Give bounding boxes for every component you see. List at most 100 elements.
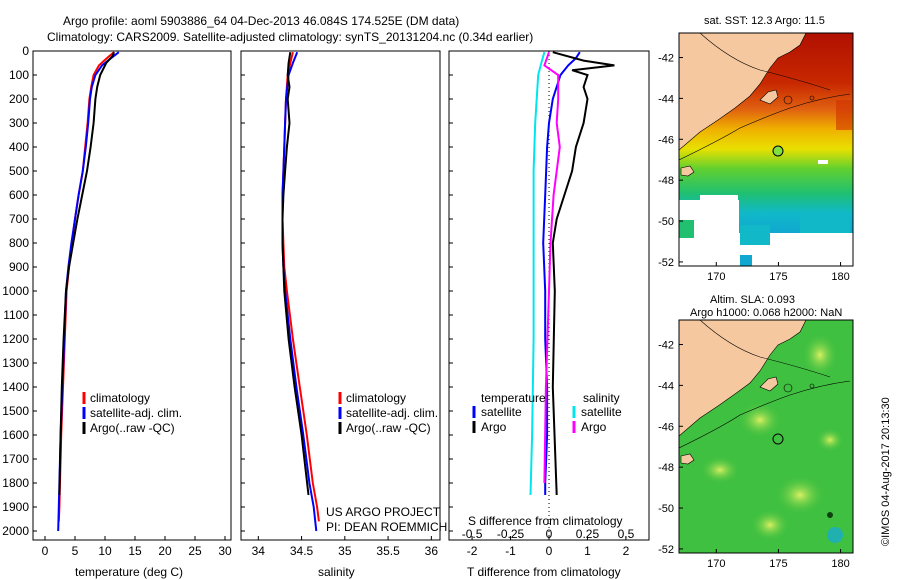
header-title-line2: Climatology: CARS2009. Satellite-adjuste… <box>47 30 533 44</box>
legend-title-temperature: temperature <box>481 391 546 405</box>
map-lat-label: -44 <box>658 380 674 392</box>
tdiff-x-tick-label: -1 <box>505 544 516 558</box>
salinity-x-tick-label: 35 <box>338 544 352 558</box>
land-stewart-island <box>680 165 695 177</box>
difference-panel: -2 -1 0 1 2 S difference from climatology -0… <box>448 50 650 579</box>
salinity-series <box>281 51 320 532</box>
depth-tick-label: 1300 <box>2 356 29 370</box>
depth-tick-label: 900 <box>9 260 29 274</box>
sla-map-title-2: Argo h1000: 0.068 h2000: NaN <box>690 307 842 319</box>
depth-tick-label: 0 <box>22 44 29 58</box>
temperature-panel: 0100200300400500600700800900100011001200… <box>2 44 232 579</box>
map-lon-label: 170 <box>707 558 725 570</box>
difference-xlabel: T difference from climatology <box>467 565 621 579</box>
depth-tick-label: 1500 <box>2 404 29 418</box>
depth-tick-label: 100 <box>9 68 29 82</box>
sst-map-image <box>679 33 853 266</box>
map-lon-label: 175 <box>769 271 787 283</box>
temperature-legend: climatology satellite-adj. clim. Argo(..… <box>82 391 182 435</box>
map-lat-label: -52 <box>658 257 674 269</box>
map-lat-label: -48 <box>658 175 674 187</box>
salinity-legend: climatology satellite-adj. clim. Argo(..… <box>338 391 438 435</box>
depth-tick-label: 600 <box>9 188 29 202</box>
header-title-line1: Argo profile: aoml 5903886_64 04-Dec-201… <box>63 14 459 28</box>
series-line-argo-raw-qc <box>281 52 310 496</box>
sdiff-tick-label: 0.5 <box>618 527 635 541</box>
sla-map-panel: Altim. SLA: 0.093 Argo h1000: 0.068 h200… <box>658 294 854 570</box>
salinity-x-tick-label: 36 <box>425 544 439 558</box>
credit-project: US ARGO PROJECT <box>326 505 441 519</box>
temperature-x-tick-label: 30 <box>218 544 232 558</box>
map-lon-label: 180 <box>831 558 849 570</box>
map-lon-label: 170 <box>707 271 725 283</box>
tdiff-x-tick-label: -2 <box>467 544 478 558</box>
temperature-xlabel: temperature (deg C) <box>75 565 183 579</box>
salinity-plot-frame <box>240 50 441 541</box>
sst-map-title: sat. SST: 12.3 Argo: 11.5 <box>704 15 825 27</box>
temperature-x-tick-label: 0 <box>42 544 49 558</box>
salinity-x-axis: 34 34.5 35 35.5 36 <box>252 536 439 558</box>
map-lon-label: 175 <box>769 558 787 570</box>
map-lat-label: -48 <box>658 462 674 474</box>
legend-label-climatology: climatology <box>90 391 150 405</box>
tdiff-x-tick-label: 0 <box>546 544 553 558</box>
legend-label-sal-argo: Argo <box>581 420 607 434</box>
depth-tick-label: 500 <box>9 164 29 178</box>
salinity-xlabel: salinity <box>318 565 355 579</box>
depth-tick-label: 1700 <box>2 452 29 466</box>
legend-label-argo: Argo(..raw -QC) <box>346 421 431 435</box>
depth-tick-label: 1200 <box>2 332 29 346</box>
sla-map-title-1: Altim. SLA: 0.093 <box>710 294 795 306</box>
difference-top-label: S difference from climatology <box>468 514 623 528</box>
depth-tick-label: 800 <box>9 236 29 250</box>
series-line-salinity-argo <box>543 51 561 484</box>
depth-tick-label: 200 <box>9 92 29 106</box>
depth-tick-label: 1600 <box>2 428 29 442</box>
sla-map-frame <box>678 319 854 554</box>
difference-series <box>529 51 615 496</box>
sdiff-tick-label: 0.25 <box>576 527 600 541</box>
depth-tick-label: 700 <box>9 212 29 226</box>
legend-label-sal-satellite: satellite <box>581 405 622 419</box>
sla-map-axes: -42 -44 -46 -48 -50 -52 170 175 180 <box>658 340 850 570</box>
legend-title-salinity: salinity <box>583 391 620 405</box>
salinity-x-tick-label: 34 <box>252 544 266 558</box>
map-lat-label: -42 <box>658 340 674 352</box>
land-bank-peninsula <box>759 376 779 392</box>
map-lon-label: 180 <box>831 271 849 283</box>
argo-float-marker <box>772 433 784 445</box>
temperature-x-tick-label: 5 <box>72 544 79 558</box>
salinity-panel: 34 34.5 35 35.5 36 salinity climatology sate… <box>240 50 447 579</box>
series-line-temperature-argo <box>551 51 615 496</box>
land-bank-peninsula <box>759 89 779 105</box>
sdiff-tick-label: 0 <box>546 527 553 541</box>
imos-watermark: ©IMOS 04-Aug-2017 20:13:30 <box>880 397 892 546</box>
sst-map-axes: -42 -44 -46 -48 -50 -52 170 175 180 <box>658 53 850 283</box>
temperature-x-tick-label: 10 <box>98 544 112 558</box>
map-lat-label: -46 <box>658 421 674 433</box>
sst-map-frame <box>678 32 854 267</box>
legend-label-climatology: climatology <box>346 391 406 405</box>
land-south-island <box>679 33 807 151</box>
temperature-x-tick-label: 20 <box>158 544 172 558</box>
temperature-x-axis: 0 5 10 15 20 25 30 <box>42 536 232 558</box>
series-line-temperature-satellite <box>542 51 581 495</box>
depth-tick-label: 1900 <box>2 500 29 514</box>
depth-tick-label: 400 <box>9 140 29 154</box>
temperature-depth-axis: 0 100 200 300 400 500 600 700 800 900 1000 1100 1200… <box>2 44 37 538</box>
legend-label-temp-argo: Argo <box>481 420 507 434</box>
depth-tick-label: 300 <box>9 116 29 130</box>
temperature-series <box>57 51 120 532</box>
legend-label-temp-satellite: satellite <box>481 405 522 419</box>
salinity-x-tick-label: 35.5 <box>376 544 400 558</box>
legend-label-argo: Argo(..raw -QC) <box>90 421 175 435</box>
temperature-plot-frame <box>32 50 232 541</box>
difference-y-ticks <box>449 50 453 532</box>
map-lat-label: -50 <box>658 216 674 228</box>
map-lat-label: -44 <box>658 93 674 105</box>
map-lat-label: -50 <box>658 503 674 515</box>
argo-float-marker <box>772 145 784 157</box>
sst-map-panel: sat. SST: 12.3 Argo: 11.5 <box>658 15 854 283</box>
series-line-argo-raw-qc <box>58 51 115 496</box>
